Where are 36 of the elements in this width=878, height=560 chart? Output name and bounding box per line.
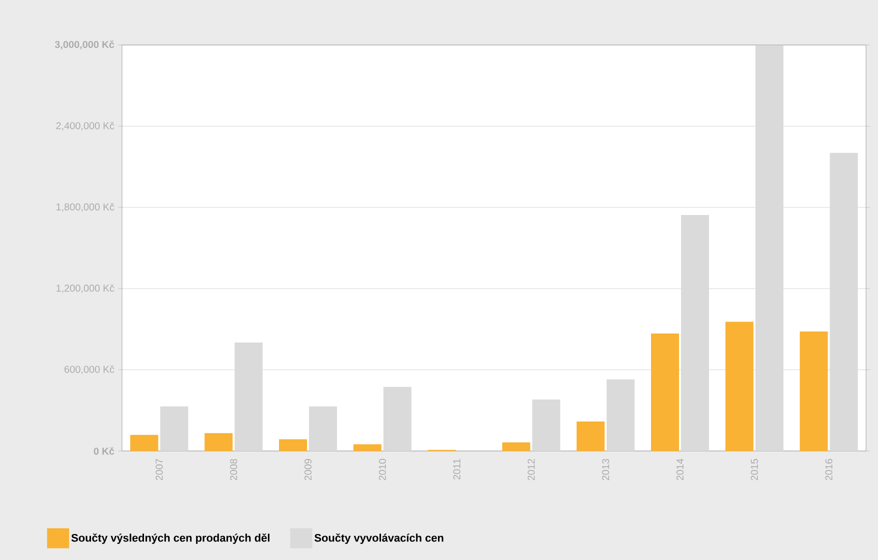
bar xyxy=(681,214,710,451)
x-tick-label: 2007 xyxy=(156,459,163,480)
x-tick-label: 2010 xyxy=(378,458,386,480)
bar xyxy=(606,379,635,451)
y-tick-label: 600,000 Kč xyxy=(64,366,114,374)
y-tick-label: 2,400,000 Kč xyxy=(56,122,114,130)
bar xyxy=(383,386,412,451)
x-tick-label: 2008 xyxy=(230,458,238,480)
y-tick-label: 1,800,000 Kč xyxy=(56,203,114,212)
bar xyxy=(234,342,263,451)
bar xyxy=(160,406,188,451)
y-tick-label: 3,000,000 Kč xyxy=(54,40,114,50)
bar xyxy=(279,439,308,451)
bar xyxy=(651,334,680,451)
legend-label: Součty vyvolávacích cen xyxy=(314,533,444,544)
y-tick-label: 1,200,000 Kč xyxy=(56,284,114,293)
x-tick-label: 2014 xyxy=(676,458,684,480)
x-tick-label: 2009 xyxy=(304,458,312,480)
bar xyxy=(800,331,828,451)
x-tick-label: 2015 xyxy=(750,458,758,480)
x-tick-label: 2012 xyxy=(528,459,535,480)
bar xyxy=(130,434,158,451)
bar xyxy=(204,433,233,451)
legend-label: Součty výsledných cen prodaných děl xyxy=(71,533,270,544)
y-tick-label: 0 Kč xyxy=(94,447,114,455)
x-tick-label: 2011 xyxy=(453,458,460,480)
bar xyxy=(309,406,338,451)
bar xyxy=(353,444,382,451)
bar xyxy=(830,152,858,451)
bar xyxy=(725,322,754,451)
x-tick-label: 2016 xyxy=(825,458,832,480)
bar xyxy=(532,400,560,451)
bar xyxy=(576,421,605,451)
x-tick-label: 2013 xyxy=(602,458,610,480)
bar xyxy=(755,45,784,451)
bar xyxy=(502,442,530,451)
